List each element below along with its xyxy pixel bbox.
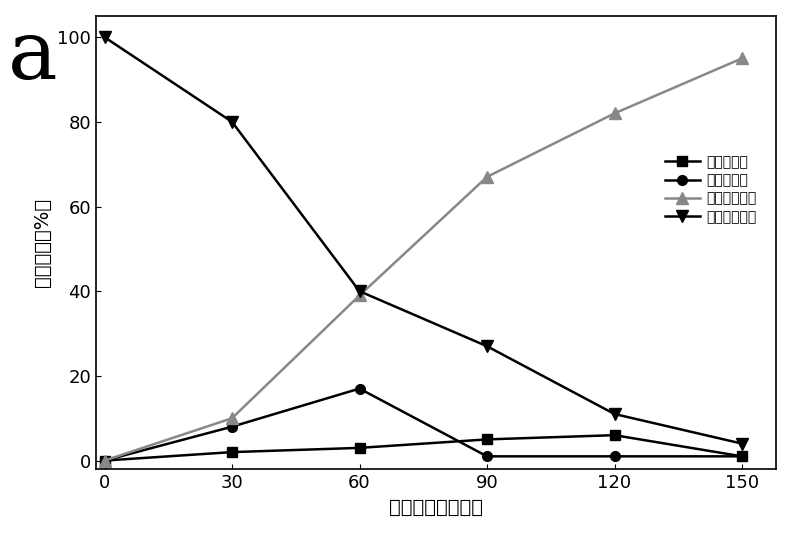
对硝基苯乙酱	[610, 411, 619, 417]
偶氮化合物	[610, 432, 619, 438]
Line: 偶氮化合物: 偶氮化合物	[100, 430, 747, 465]
对氨基苯乙酱	[738, 55, 747, 61]
氧化偶氮物	[482, 453, 492, 459]
Text: a: a	[8, 16, 58, 96]
对氨基苯乙酱	[227, 415, 237, 422]
对氨基苯乙酱	[610, 110, 619, 117]
对氨基苯乙酱	[354, 292, 364, 298]
偶氮化合物	[482, 436, 492, 442]
偶氮化合物	[227, 449, 237, 455]
对硝基苯乙酱	[354, 288, 364, 294]
氧化偶氮物	[610, 453, 619, 459]
Line: 氧化偶氮物: 氧化偶氮物	[100, 384, 747, 465]
氧化偶氮物	[738, 453, 747, 459]
对硝基苯乙酱	[482, 343, 492, 350]
Line: 对氨基苯乙酱: 对氨基苯乙酱	[99, 53, 747, 466]
Line: 对硝基苯乙酱: 对硝基苯乙酱	[99, 31, 747, 449]
对硝基苯乙酱	[738, 440, 747, 447]
Y-axis label: 产物分布（%）: 产物分布（%）	[33, 198, 52, 287]
偶氮化合物	[738, 453, 747, 459]
偶氮化合物	[354, 445, 364, 451]
X-axis label: 反应时间（分钟）: 反应时间（分钟）	[389, 497, 483, 516]
氧化偶氮物	[100, 457, 110, 464]
对硝基苯乙酱	[100, 34, 110, 41]
对硝基苯乙酱	[227, 119, 237, 125]
对氨基苯乙酱	[100, 457, 110, 464]
氧化偶氮物	[354, 385, 364, 392]
Legend: 偶氮化合物, 氧化偶氮物, 对氨基苯乙酱, 对硝基苯乙酱: 偶氮化合物, 氧化偶氮物, 对氨基苯乙酱, 对硝基苯乙酱	[659, 150, 762, 229]
氧化偶氮物	[227, 424, 237, 430]
对氨基苯乙酱	[482, 174, 492, 180]
偶氮化合物	[100, 457, 110, 464]
